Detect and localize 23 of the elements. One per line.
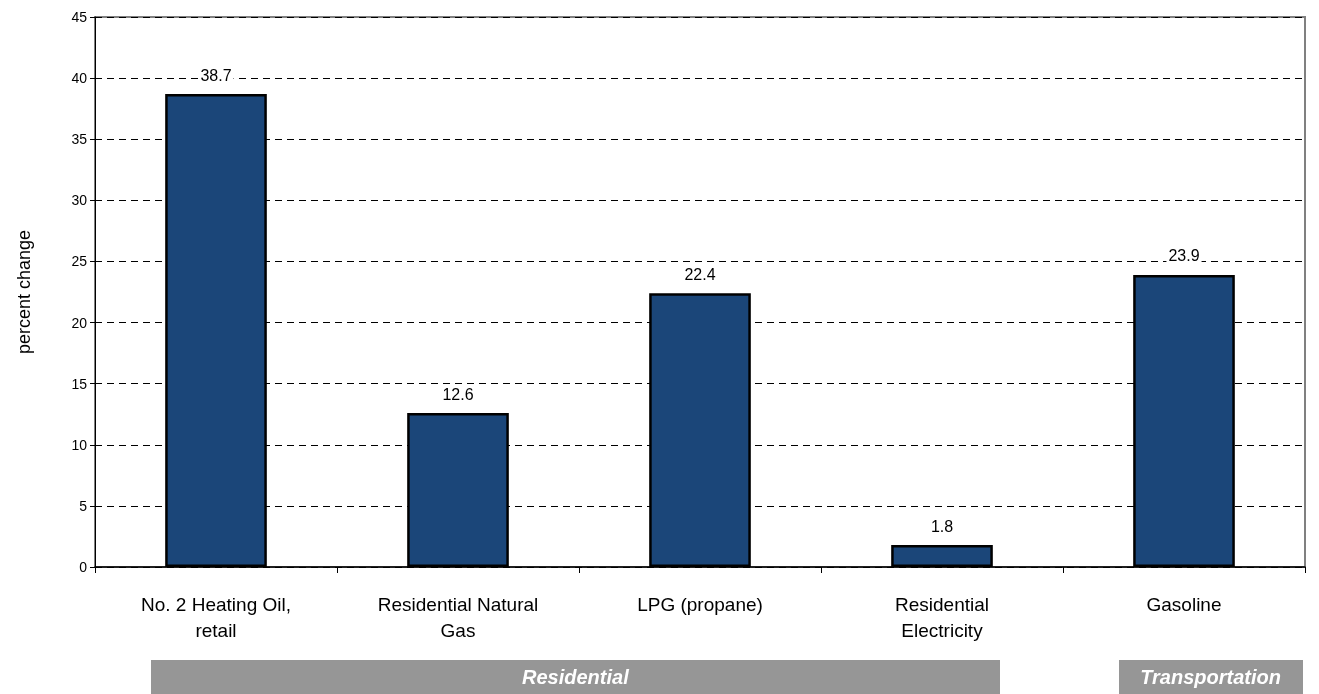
data-label: 23.9 <box>1168 247 1200 265</box>
x-tick-label: No. 2 Heating Oil, retail <box>141 593 291 641</box>
y-tick-label: 40 <box>71 70 88 87</box>
y-tick-label: 5 <box>79 497 88 514</box>
y-tick-label: 0 <box>79 559 88 575</box>
x-tick-label: Gasoline <box>1146 593 1222 615</box>
data-label: 38.7 <box>200 66 232 84</box>
x-tick-label: Residential Natural Gas <box>377 593 539 641</box>
y-tick-label: 25 <box>71 253 88 270</box>
data-label: 22.4 <box>684 265 716 283</box>
text: Transportation <box>1118 660 1303 694</box>
y-tick-label: 10 <box>71 436 88 453</box>
data-label: 12.6 <box>442 385 474 403</box>
text: Residential <box>150 660 1001 694</box>
y-tick-label: 20 <box>71 314 88 331</box>
x-tick-label: Residential Electricity <box>895 593 989 641</box>
y-tick-label: 30 <box>71 192 88 209</box>
data-label: 1.8 <box>930 517 954 535</box>
y-tick-label: 15 <box>71 375 88 392</box>
y-tick-label: 45 <box>71 9 88 25</box>
y-axis-title: percent change <box>14 229 34 355</box>
x-tick-label: LPG (propane) <box>637 593 763 615</box>
y-tick-label: 35 <box>71 131 88 148</box>
